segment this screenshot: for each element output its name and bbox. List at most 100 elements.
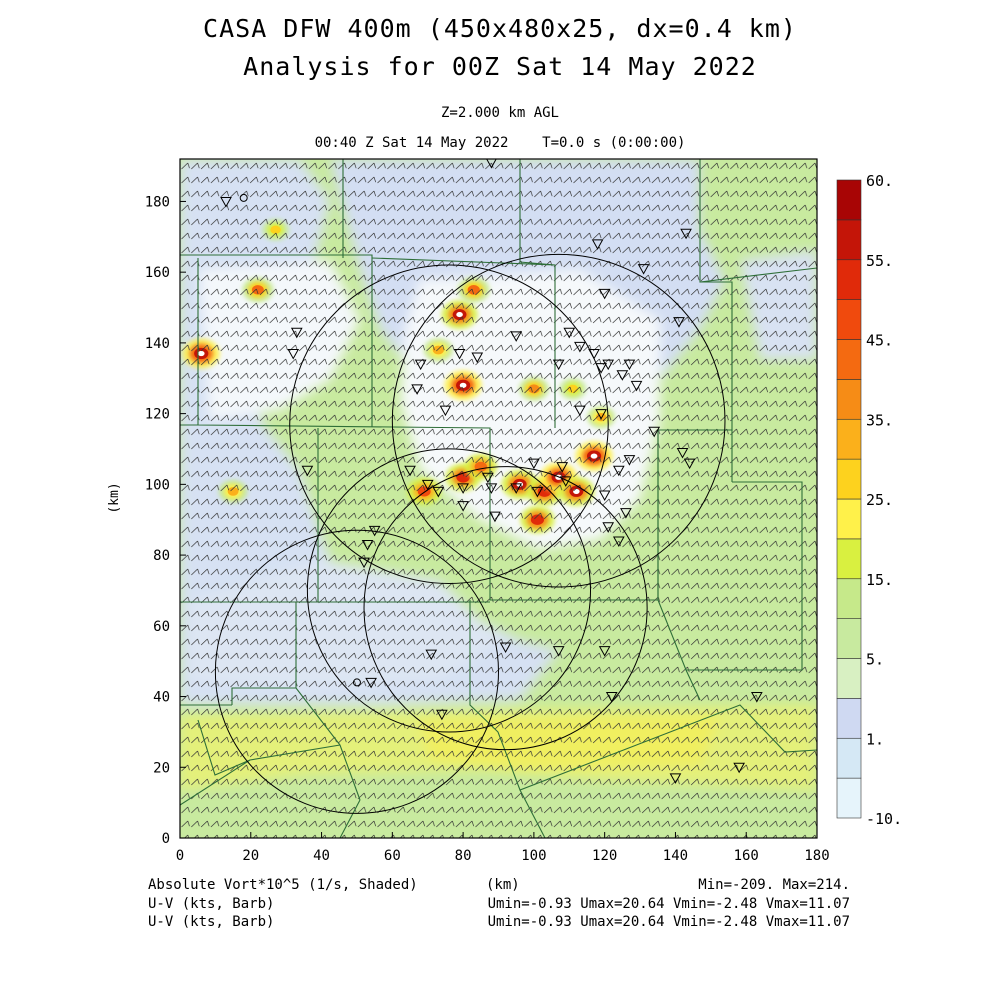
station-marker [673, 317, 685, 328]
y-tick-label: 160 [145, 265, 170, 281]
station-marker [510, 483, 523, 494]
colorbar-label: 5. [866, 651, 884, 669]
colorbar-cell [836, 777, 862, 819]
station-marker [368, 525, 381, 537]
y-tick-label: 140 [145, 336, 170, 352]
radar-site-marker [239, 193, 248, 202]
x-axis-label: (km) [486, 877, 520, 893]
field-label: Absolute Vort*10^5 (1/s, Shaded) [148, 877, 418, 893]
station-marker [486, 159, 497, 169]
station-marker [676, 448, 689, 459]
radar-range-ring [363, 466, 648, 751]
y-tick-label: 80 [153, 548, 170, 564]
barb-stats-1: Umin=-0.93 Umax=20.64 Vmin=-2.48 Vmax=11… [487, 896, 850, 912]
station-marker [531, 486, 544, 498]
station-marker [588, 349, 600, 360]
station-marker [616, 370, 629, 381]
colorbar-cell [836, 737, 862, 779]
station-marker [552, 359, 565, 371]
y-tick-label: 180 [145, 194, 170, 210]
colorbar-cell [836, 458, 862, 500]
county-line-i [180, 719, 546, 838]
station-marker [563, 327, 576, 339]
y-tick-label: 20 [153, 760, 170, 776]
station-marker [485, 483, 498, 494]
county-line-c [699, 159, 817, 430]
county-boundaries [180, 159, 817, 838]
chart-title: CASA DFW 400m (450x480x25, dx=0.4 km) [203, 14, 797, 43]
radar-site-marker [352, 678, 361, 687]
colorbar-cell [836, 299, 862, 340]
station-marker [404, 465, 416, 477]
plot-frame [179, 158, 818, 839]
x-tick-label: 60 [384, 848, 401, 864]
station-marker [648, 426, 661, 438]
colorbar-label: 35. [866, 411, 893, 429]
x-tick-label: 140 [663, 848, 688, 864]
colorbar-cell [836, 259, 862, 300]
station-marker [457, 483, 469, 494]
plot-area [180, 159, 817, 838]
colorbar-cell [836, 658, 862, 699]
county-line-a [180, 159, 373, 427]
station-marker [358, 557, 370, 569]
barb-stats-2: Umin=-0.93 Umax=20.64 Vmin=-2.48 Vmax=11… [487, 914, 850, 930]
radar-range-rings [214, 253, 726, 814]
station-marker [361, 539, 374, 551]
x-tick-label: 20 [242, 848, 259, 864]
colorbar: -10. 1. 5. 15. 25. 35. 45. 55. 60. [836, 172, 902, 828]
station-marker [425, 649, 438, 661]
station-marker [598, 490, 611, 501]
y-axis-label: (km) [107, 482, 122, 513]
x-tick-label: 120 [592, 848, 617, 864]
colorbar-label: 15. [866, 571, 893, 589]
wind-barbs [180, 159, 817, 838]
station-marker [623, 455, 636, 466]
station-marker [595, 363, 607, 374]
station-marker [220, 196, 232, 208]
station-marker [457, 501, 469, 512]
station-marker [680, 228, 692, 240]
station-marker [559, 476, 572, 487]
colorbar-cell [836, 538, 862, 580]
x-tick-label: 80 [455, 848, 472, 864]
station-marker [552, 646, 565, 657]
station-marker [669, 773, 682, 784]
x-tick-label: 180 [804, 848, 829, 864]
station-marker [598, 646, 611, 657]
station-marker [612, 465, 625, 477]
station-marker [528, 458, 540, 470]
station-marker [411, 384, 423, 395]
county-line-e [180, 428, 490, 603]
colorbar-cell [836, 179, 862, 221]
station-marker [574, 341, 586, 353]
valid-time-label: 00:40 Z Sat 14 May 2022 T=0.0 s (0:00:00… [314, 135, 686, 151]
colorbar-label: 1. [866, 730, 884, 748]
radar-range-ring [214, 529, 500, 814]
station-marker [750, 692, 763, 703]
station-marker [287, 349, 300, 360]
colorbar-label: 45. [866, 332, 893, 350]
station-marker [598, 288, 611, 300]
station-marker [499, 642, 512, 654]
station-marker [290, 327, 303, 339]
colorbar-cell [836, 498, 862, 540]
colorbar-cell [836, 379, 862, 420]
radar-range-ring [391, 253, 726, 588]
y-tick-label: 60 [153, 619, 170, 635]
y-tick-label: 120 [145, 407, 170, 423]
x-tick-label: 100 [521, 848, 546, 864]
y-tick-label: 40 [153, 690, 170, 706]
station-marker [612, 536, 625, 547]
station-marker [365, 677, 377, 689]
station-marker [414, 359, 427, 371]
station-marker [683, 458, 696, 470]
colorbar-cell [836, 418, 862, 460]
station-marker [733, 762, 745, 774]
station-marker [630, 380, 643, 392]
station-marker [510, 331, 523, 342]
minmax-label: Min=-209. Max=214. [698, 877, 850, 893]
station-marker [471, 352, 484, 364]
colorbar-cell [836, 618, 862, 659]
